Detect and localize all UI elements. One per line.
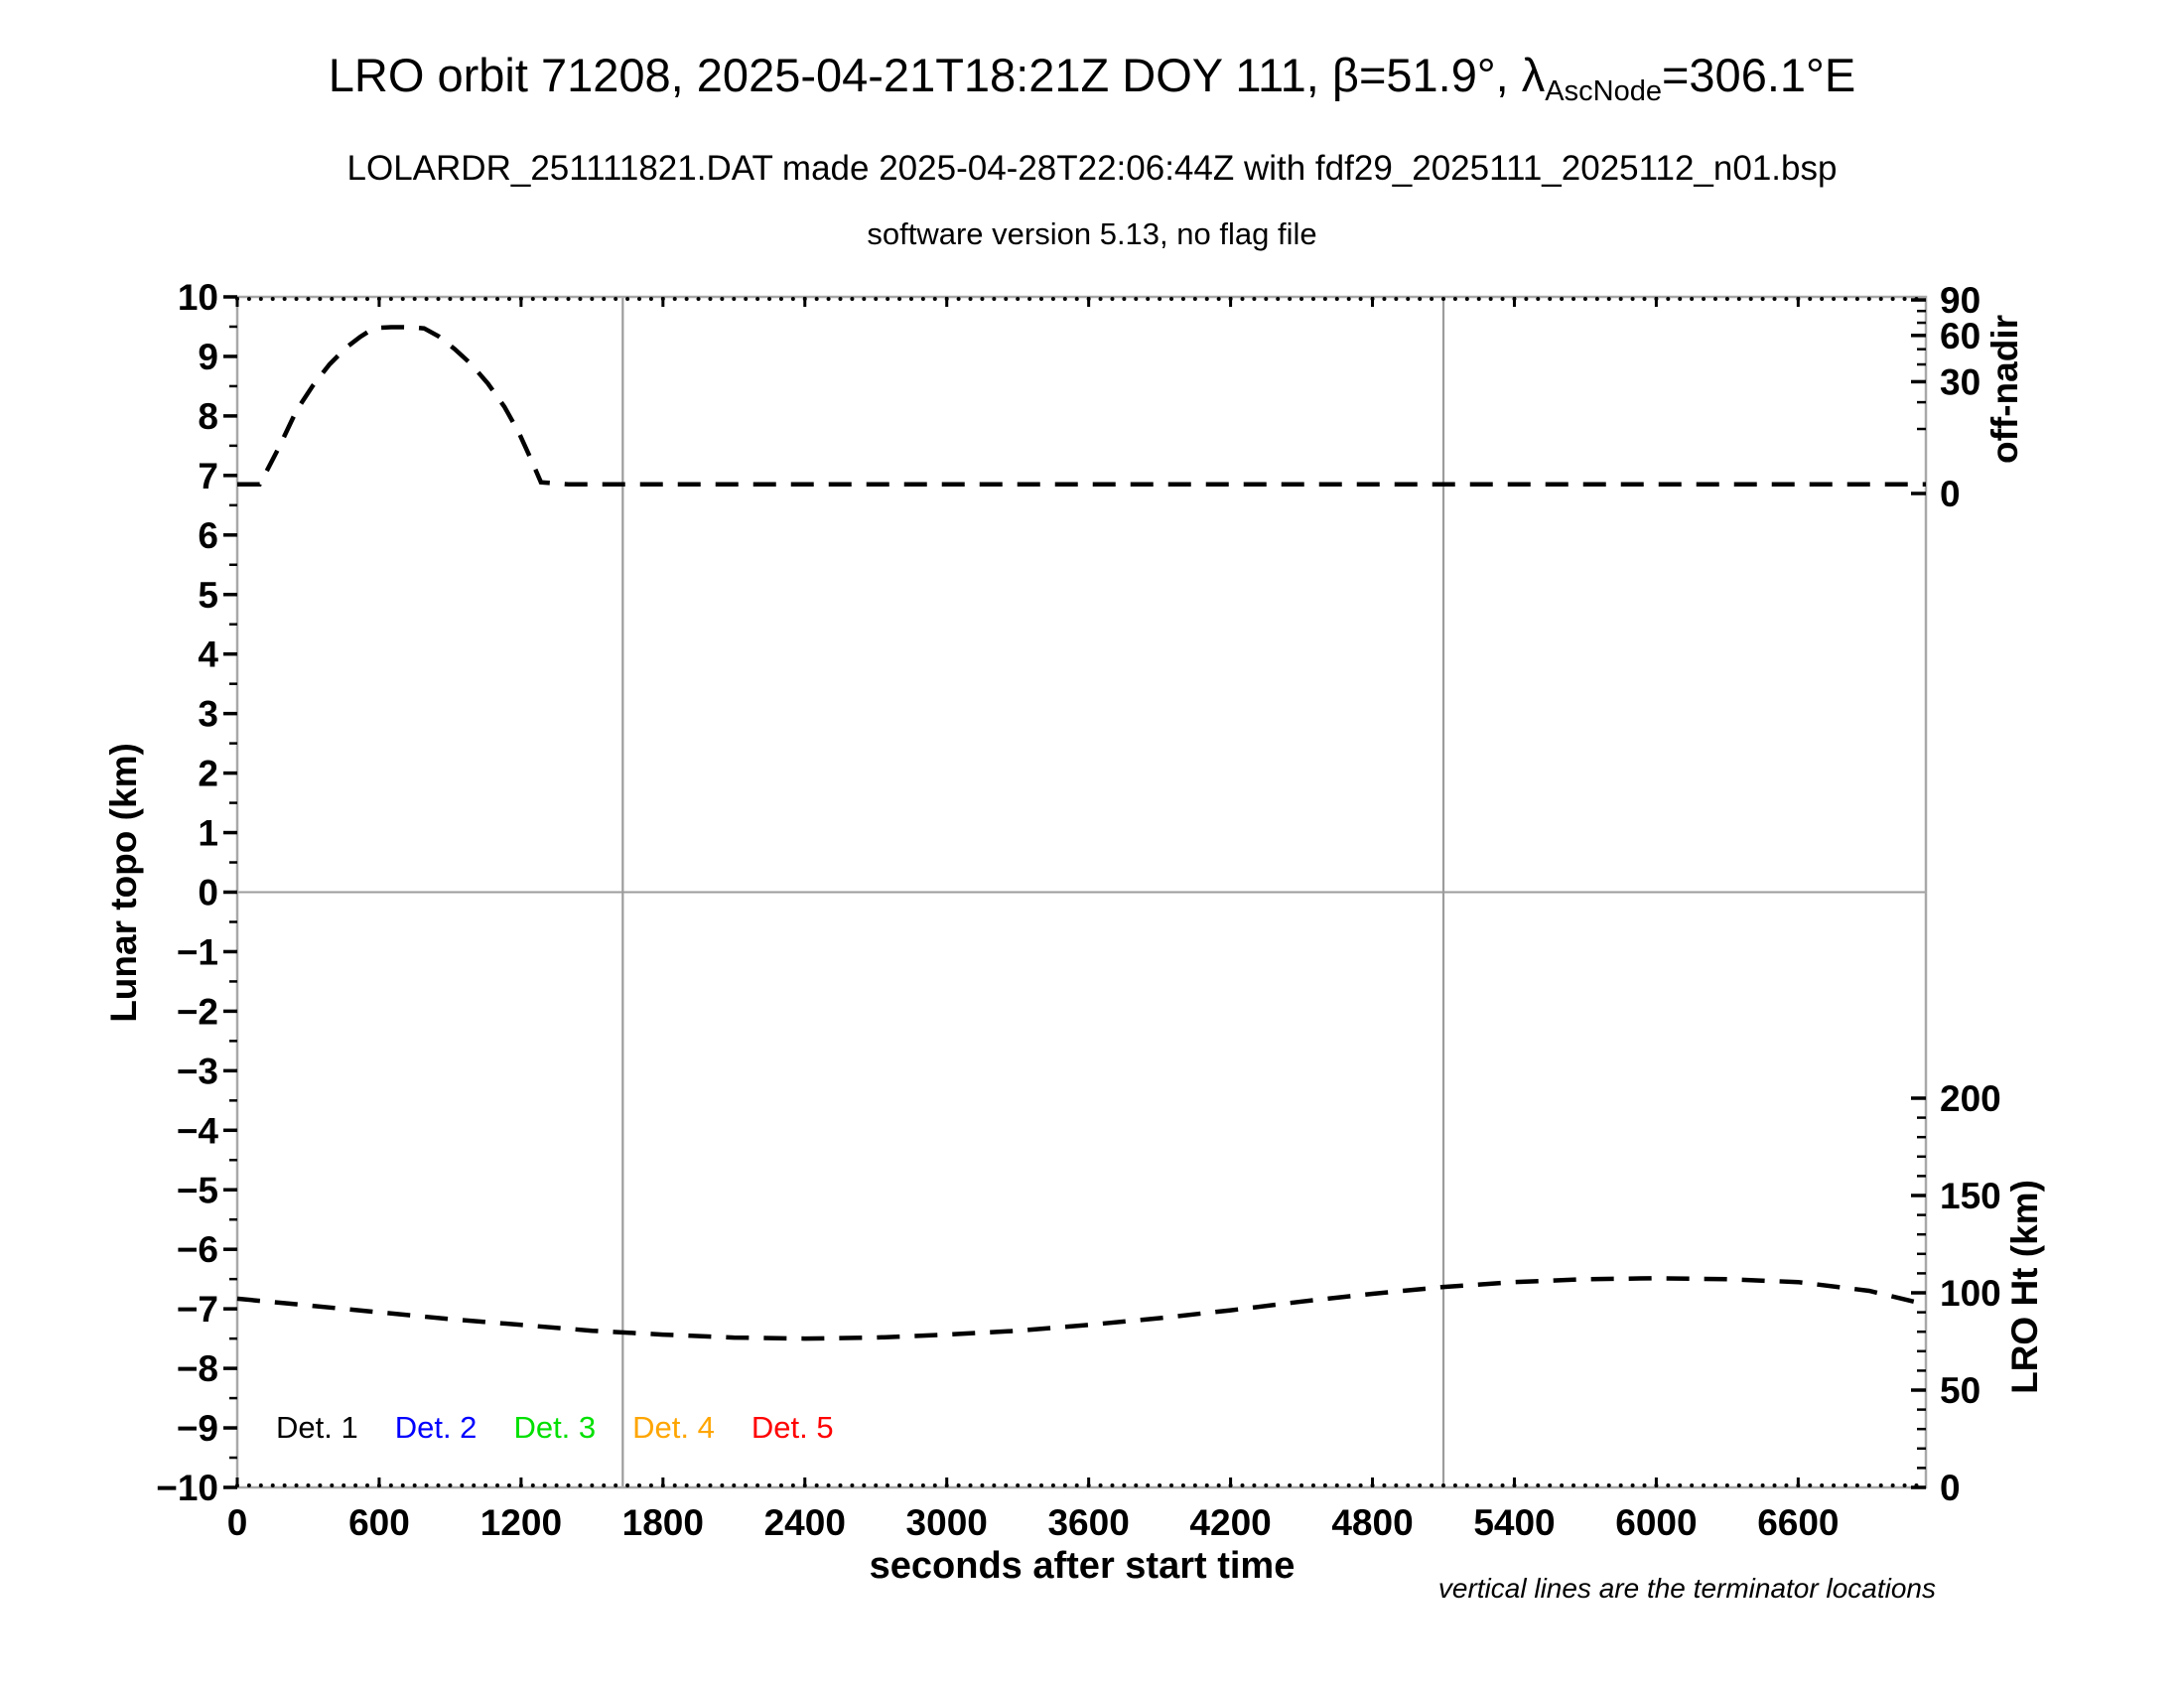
- left-tick-label: 0: [198, 873, 218, 914]
- x-tick-label: 4800: [1331, 1502, 1413, 1543]
- left-tick-label: 4: [198, 634, 218, 675]
- right-axis-bottom-title: LRO Ht (km): [2004, 1180, 2045, 1394]
- x-axis-ticks: [235, 297, 1919, 1487]
- x-tick-label: 600: [348, 1502, 410, 1543]
- left-tick-label: −1: [177, 931, 218, 972]
- left-axis-ticks: [223, 295, 237, 1489]
- lro-ht-tick-label: 50: [1940, 1370, 1980, 1411]
- lro-ht-tick-label: 100: [1940, 1273, 2001, 1314]
- legend-item-det-3: Det. 3: [513, 1410, 597, 1445]
- left-tick-label: −9: [177, 1408, 218, 1449]
- left-tick-label: 6: [198, 515, 218, 556]
- left-tick-label: 2: [198, 754, 218, 794]
- left-tick-label: 7: [198, 456, 218, 496]
- off-nadir-tick-label: 90: [1940, 280, 1980, 321]
- left-tick-label: −3: [177, 1051, 218, 1091]
- title-text-end: =306.1°E: [1661, 49, 1856, 101]
- title-text: LRO orbit 71208, 2025-04-21T18:21Z DOY 1…: [328, 49, 1546, 101]
- x-tick-label: 2400: [764, 1502, 846, 1543]
- left-tick-label: −2: [177, 991, 218, 1032]
- title-subscript: AscNode: [1545, 75, 1662, 107]
- off-nadir-axis-ticks: [1911, 298, 1926, 495]
- subtitle: LOLARDR_251111821.DAT made 2025-04-28T22…: [346, 149, 1838, 188]
- legend-item-det-2: Det. 2: [394, 1410, 478, 1445]
- off-nadir-tick-label: 60: [1940, 316, 1980, 356]
- x-tick-label: 1800: [622, 1502, 704, 1543]
- off-nadir-tick-label: 30: [1940, 361, 1980, 402]
- x-tick-label: 6000: [1615, 1502, 1697, 1543]
- left-tick-label: 10: [178, 277, 218, 318]
- page-title: LRO orbit 71208, 2025-04-21T18:21Z DOY 1…: [0, 48, 2184, 107]
- subtitle-2: software version 5.13, no flag file: [867, 216, 1317, 251]
- legend-item-det-1: Det. 1: [276, 1410, 358, 1445]
- lro-ht-tick-label: 150: [1940, 1176, 2001, 1216]
- left-tick-label: 3: [198, 694, 218, 735]
- left-tick-label: −7: [177, 1289, 218, 1330]
- x-tick-label: 5400: [1473, 1502, 1555, 1543]
- x-tick-label: 3000: [906, 1502, 988, 1543]
- x-tick-label: 6600: [1757, 1502, 1839, 1543]
- off-nadir-angle-curve: [237, 325, 1926, 488]
- x-tick-label: 0: [227, 1502, 248, 1543]
- x-tick-label: 3600: [1047, 1502, 1129, 1543]
- right-axis-top-title: off-nadir: [1984, 314, 2025, 465]
- left-axis-title: Lunar topo (km): [103, 743, 144, 1023]
- left-tick-label: 5: [198, 575, 218, 616]
- left-tick-label: −10: [156, 1468, 218, 1508]
- terminator-note: vertical lines are the terminator locati…: [1437, 1573, 1936, 1604]
- left-tick-label: 1: [198, 813, 218, 854]
- lro-ht-tick-label: 200: [1940, 1078, 2001, 1119]
- x-tick-label: 1200: [480, 1502, 562, 1543]
- left-tick-label: −5: [177, 1170, 218, 1210]
- lro-height-curve: [236, 1276, 1927, 1341]
- left-tick-label: −6: [177, 1229, 218, 1270]
- left-tick-label: 8: [198, 396, 218, 437]
- left-tick-label: 9: [198, 337, 218, 377]
- legend: Det. 1 Det. 2 Det. 3 Det. 4 Det. 5: [276, 1410, 834, 1446]
- legend-item-det-5: Det. 5: [751, 1410, 834, 1445]
- left-tick-label: −8: [177, 1348, 218, 1389]
- off-nadir-tick-label: 0: [1940, 474, 1961, 514]
- left-tick-label: −4: [177, 1110, 219, 1151]
- lro-ht-tick-label: 0: [1940, 1468, 1961, 1508]
- lro-ht-axis-ticks: [1911, 1096, 1926, 1489]
- x-axis-title: seconds after start time: [869, 1545, 1296, 1587]
- legend-item-det-4: Det. 4: [632, 1410, 715, 1445]
- x-tick-label: 4200: [1189, 1502, 1271, 1543]
